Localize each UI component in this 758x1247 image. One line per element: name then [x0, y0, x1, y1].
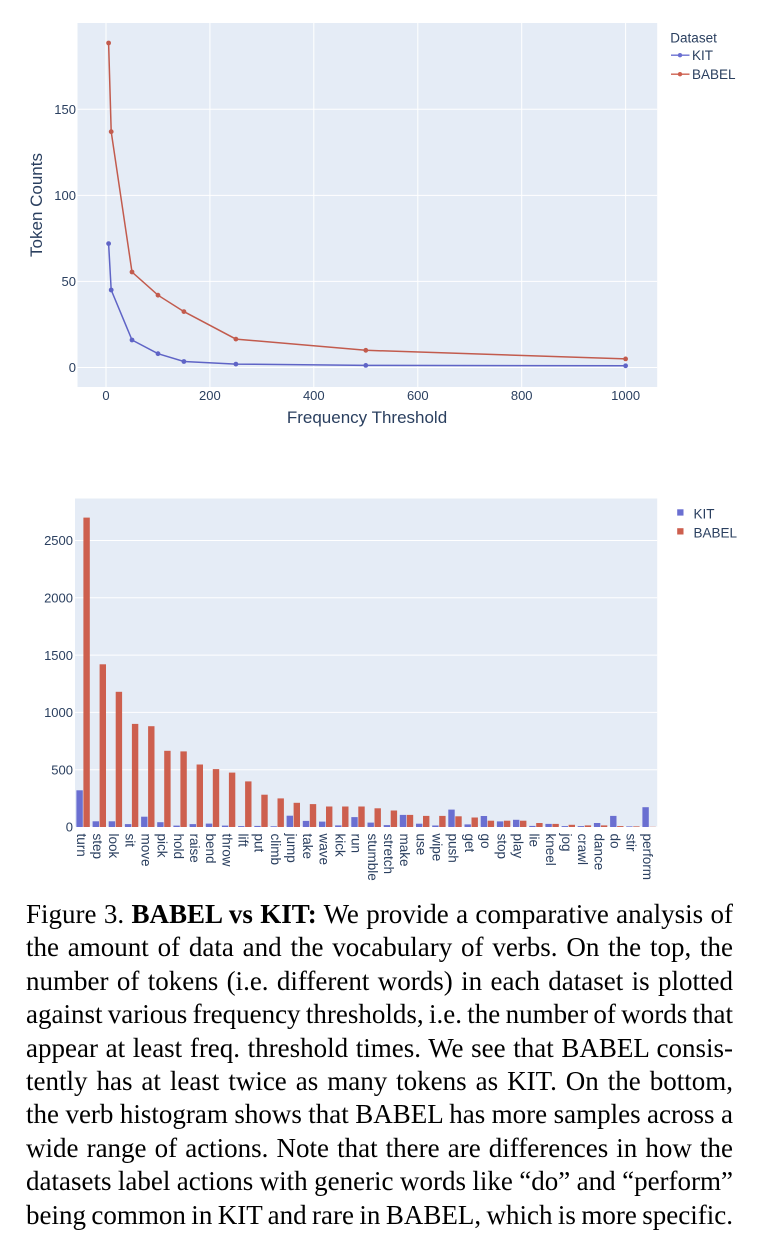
svg-text:200: 200 — [199, 388, 221, 403]
svg-text:jog: jog — [559, 833, 574, 852]
svg-text:stretch: stretch — [381, 834, 396, 875]
svg-text:0: 0 — [69, 360, 76, 375]
svg-text:2000: 2000 — [44, 591, 73, 606]
svg-text:crawl: crawl — [575, 834, 590, 866]
svg-text:50: 50 — [62, 274, 76, 289]
svg-text:turn: turn — [74, 834, 89, 857]
svg-text:get: get — [462, 834, 477, 853]
svg-text:raise: raise — [187, 834, 202, 863]
svg-text:push: push — [446, 834, 461, 863]
svg-text:lie: lie — [527, 834, 542, 848]
svg-text:stumble: stumble — [365, 834, 380, 881]
svg-text:step: step — [90, 834, 105, 860]
svg-text:use: use — [413, 834, 428, 856]
svg-text:wipe: wipe — [430, 833, 445, 862]
svg-text:pick: pick — [155, 834, 170, 858]
svg-text:sit: sit — [122, 834, 137, 848]
svg-text:kneel: kneel — [543, 834, 558, 866]
svg-text:move: move — [139, 834, 154, 867]
svg-text:run: run — [349, 834, 364, 854]
svg-text:put: put — [252, 834, 267, 853]
svg-text:perform: perform — [640, 834, 655, 881]
svg-text:0: 0 — [66, 820, 73, 835]
svg-text:Frequency Threshold: Frequency Threshold — [287, 408, 447, 427]
svg-text:100: 100 — [54, 188, 76, 203]
svg-text:0: 0 — [102, 388, 109, 403]
svg-text:150: 150 — [54, 102, 76, 117]
svg-text:BABEL: BABEL — [694, 526, 738, 541]
svg-text:hold: hold — [171, 834, 186, 860]
svg-text:2500: 2500 — [44, 533, 73, 548]
svg-text:BABEL: BABEL — [692, 67, 736, 82]
svg-text:kick: kick — [333, 834, 348, 857]
svg-text:wave: wave — [316, 833, 331, 866]
svg-text:play: play — [510, 834, 525, 859]
svg-text:Token Counts: Token Counts — [27, 153, 46, 257]
svg-text:do: do — [608, 834, 623, 849]
svg-text:1500: 1500 — [44, 648, 73, 663]
svg-text:go: go — [478, 834, 493, 849]
svg-text:stop: stop — [494, 834, 509, 860]
svg-text:throw: throw — [219, 834, 234, 867]
svg-text:400: 400 — [303, 388, 325, 403]
svg-text:climb: climb — [268, 834, 283, 866]
svg-text:look: look — [106, 834, 121, 859]
svg-text:jump: jump — [284, 833, 299, 863]
svg-text:bend: bend — [203, 834, 218, 864]
svg-text:Dataset: Dataset — [670, 30, 717, 45]
svg-text:800: 800 — [511, 388, 533, 403]
svg-text:lift: lift — [236, 834, 251, 848]
svg-text:dance: dance — [591, 834, 606, 871]
svg-text:make: make — [397, 834, 412, 867]
svg-text:KIT: KIT — [694, 507, 715, 522]
svg-text:KIT: KIT — [692, 48, 713, 63]
svg-text:500: 500 — [51, 762, 73, 777]
svg-text:600: 600 — [407, 388, 429, 403]
svg-text:stir: stir — [624, 834, 639, 853]
svg-text:1000: 1000 — [44, 705, 73, 720]
svg-text:1000: 1000 — [611, 388, 640, 403]
svg-text:take: take — [300, 834, 315, 860]
